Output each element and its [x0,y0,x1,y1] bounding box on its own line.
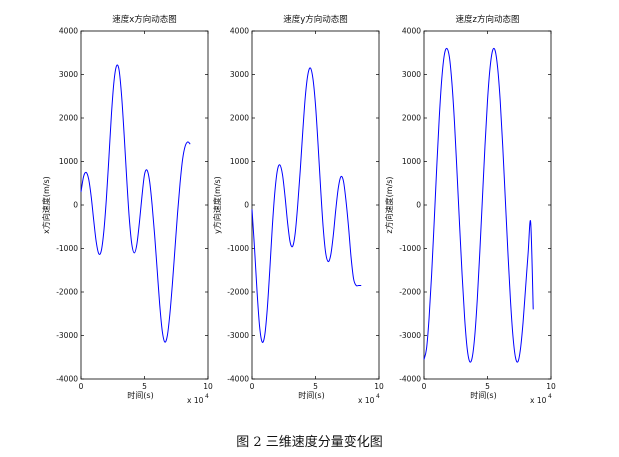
chart-panel-3: 速度z方向动态图 -4000 -3000 -2000 -1000 0 1000 2000 300… [384,14,556,405]
y-tick-label: -3000 [56,331,78,340]
y-tick-label: 4000 [59,27,78,36]
y-tick-label: 0 [244,201,249,210]
series-line [251,67,362,343]
x-axis-label: 时间(s) [470,390,496,400]
figure-caption: 图 2 三维速度分量变化图 [236,435,383,450]
y-tick-label: 0 [416,201,421,210]
x-tick-label: 5 [313,382,318,391]
y-tick-label: 2000 [230,114,249,123]
x-tick-label: 10 [203,382,213,391]
x-axis-label: 时间(s) [298,390,324,400]
x-exponent-label: x 10 [187,396,204,405]
x-tick-label: 10 [374,382,384,391]
y-tick-label: 2000 [59,114,78,123]
chart-title: 速度z方向动态图 [456,14,520,25]
series-line [423,47,534,363]
chart-title: 速度y方向动态图 [283,14,348,25]
x-exponent-label: x 10 [530,396,547,405]
x-axis-label: 时间(s) [127,390,153,400]
y-tick-label: -1000 [56,244,78,253]
y-tick-label: 1000 [230,157,249,166]
y-tick-label: -2000 [227,288,249,297]
y-tick-label: -2000 [56,288,78,297]
x-tick-label: 0 [79,382,84,391]
x-exponent-label: x 10 [358,396,375,405]
plot-area [423,30,552,380]
y-tick-label: -1000 [399,244,421,253]
y-tick-label: 4000 [230,27,249,36]
y-tick-label: -3000 [227,331,249,340]
y-tick-label: 3000 [230,70,249,79]
chart-panel-1: 速度x方向动态图 -4000 -3000 -2000 -1000 0 1000 2000 300… [41,14,213,405]
chart-title: 速度x方向动态图 [112,14,177,25]
y-tick-label: -2000 [399,288,421,297]
x-tick-label: 10 [546,382,556,391]
y-tick-label: 3000 [59,70,78,79]
plot-area [80,30,209,380]
y-tick-label: 1000 [402,157,421,166]
y-tick-label: 0 [73,201,78,210]
x-exponent-power: 4 [205,393,209,400]
x-exponent-power: 4 [548,393,552,400]
x-tick-label: 5 [485,382,490,391]
series-line [80,64,191,343]
y-axis-label: x方向速度(m/s) [41,176,51,234]
x-tick-label: 5 [142,382,147,391]
y-tick-label: 2000 [402,114,421,123]
y-tick-label: -4000 [399,375,421,384]
chart-panel-2: 速度y方向动态图 -4000 -3000 -2000 -1000 0 1000 2000 300… [212,14,384,405]
y-tick-label: -3000 [399,331,421,340]
y-tick-label: -4000 [227,375,249,384]
x-exponent-power: 4 [376,393,380,400]
y-tick-label: -1000 [227,244,249,253]
y-axis-label: z方向速度(m/s) [384,176,394,233]
y-tick-label: -4000 [56,375,78,384]
y-tick-label: 3000 [402,70,421,79]
y-tick-label: 1000 [59,157,78,166]
plot-area [251,30,380,380]
x-tick-label: 0 [422,382,427,391]
x-tick-label: 0 [250,382,255,391]
y-tick-label: 4000 [402,27,421,36]
y-axis-label: y方向速度(m/s) [212,176,222,234]
